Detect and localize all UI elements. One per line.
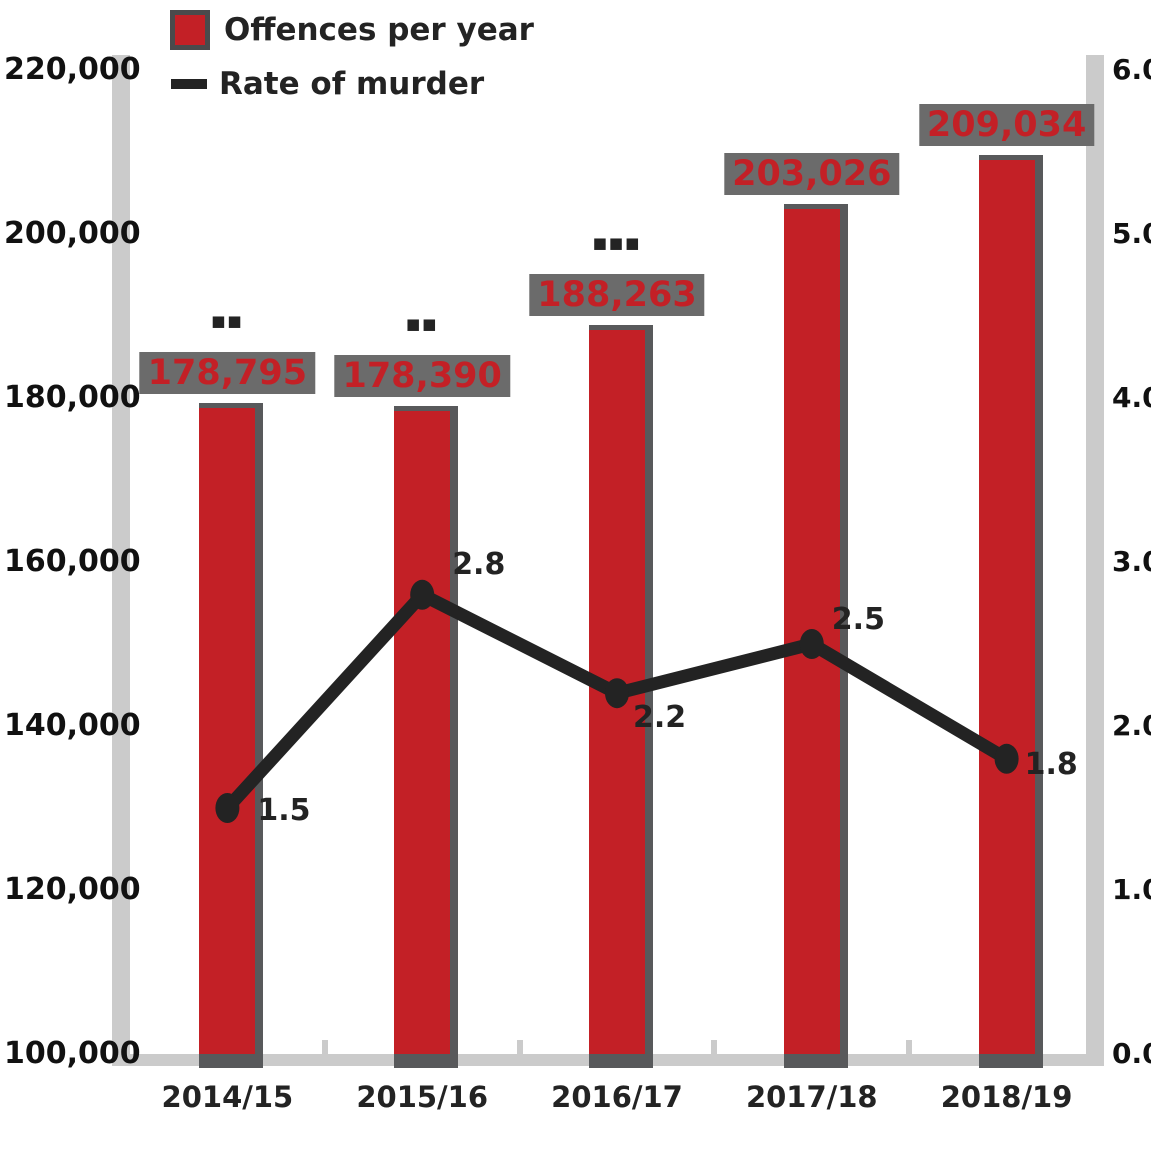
x-tick-label: 2018/19 bbox=[940, 1080, 1073, 1114]
bar-value-label: 178,795 bbox=[139, 351, 316, 394]
bar-value-label: 178,390 bbox=[334, 355, 510, 398]
y-left-tick-label: 220,000 bbox=[4, 52, 141, 87]
legend-item-line: Rate of murder bbox=[170, 66, 534, 102]
line-value-label: 2.2 bbox=[633, 700, 687, 736]
x-axis-minor-tick bbox=[516, 1040, 523, 1054]
bar-annotation: ■■■ bbox=[592, 234, 642, 253]
y-right-tick-label: 6.0 bbox=[1112, 53, 1151, 86]
y-left-tick-label: 100,000 bbox=[4, 1036, 141, 1071]
x-tick-label: 2016/17 bbox=[551, 1080, 683, 1114]
bar-annotation: ■■ bbox=[211, 311, 244, 330]
x-tick-label: 2017/18 bbox=[745, 1080, 878, 1114]
y-right-tick-label: 2.0 bbox=[1112, 709, 1151, 742]
x-tick-label: 2015/16 bbox=[356, 1080, 489, 1114]
x-axis-minor-tick bbox=[711, 1040, 718, 1054]
bar-value-label: 203,026 bbox=[724, 153, 900, 196]
right-axis-band bbox=[1086, 55, 1104, 1066]
y-right-tick-label: 3.0 bbox=[1112, 545, 1151, 578]
y-right-tick-label: 0.0 bbox=[1112, 1037, 1151, 1070]
y-left-tick-label: 160,000 bbox=[4, 544, 141, 579]
bar-series-swatch-icon bbox=[170, 10, 210, 50]
line-value-label: 2.8 bbox=[452, 546, 506, 582]
x-tick-label: 2014/15 bbox=[161, 1080, 294, 1114]
legend-line-label: Rate of murder bbox=[219, 66, 485, 102]
bar-value-label: 188,263 bbox=[529, 274, 705, 317]
left-axis-band bbox=[112, 55, 130, 1066]
y-right-tick-label: 5.0 bbox=[1112, 217, 1151, 250]
bar-value-label: 209,034 bbox=[918, 103, 1095, 146]
line-series-swatch-icon bbox=[171, 79, 207, 89]
y-left-tick-label: 140,000 bbox=[4, 708, 141, 743]
y-left-tick-label: 180,000 bbox=[4, 380, 141, 415]
line-value-label: 2.5 bbox=[831, 602, 885, 637]
legend-item-bars: Offences per year bbox=[170, 10, 534, 50]
legend-bar-label: Offences per year bbox=[224, 12, 534, 48]
x-axis-minor-tick bbox=[906, 1040, 913, 1054]
line-value-label: 1.5 bbox=[257, 793, 311, 828]
y-right-tick-label: 4.0 bbox=[1112, 381, 1151, 414]
y-right-tick-label: 1.0 bbox=[1112, 873, 1151, 906]
bar-annotation: ■■ bbox=[406, 315, 439, 334]
y-left-tick-label: 120,000 bbox=[4, 872, 141, 907]
y-left-tick-label: 200,000 bbox=[4, 216, 141, 251]
line-value-label: 1.8 bbox=[1024, 746, 1078, 782]
x-axis-minor-tick bbox=[321, 1040, 328, 1054]
legend: Offences per year Rate of murder bbox=[170, 10, 534, 118]
